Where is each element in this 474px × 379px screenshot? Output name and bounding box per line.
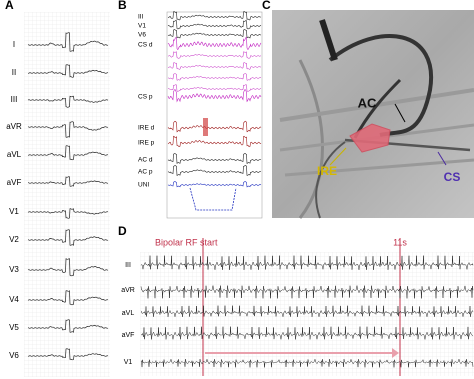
trace [167, 20, 262, 30]
trace [27, 32, 109, 52]
label: AC p [138, 169, 153, 176]
label: aVF [122, 332, 135, 339]
trace [28, 176, 109, 187]
trace [27, 348, 109, 361]
label: aVL [7, 150, 22, 159]
label: 11s [393, 237, 407, 247]
label: aVR [6, 122, 22, 131]
label: C [262, 0, 271, 12]
label: Bipolar RF start [155, 237, 218, 247]
label: aVR [121, 287, 135, 294]
trace [167, 51, 262, 59]
label: AC [358, 95, 377, 110]
trace [167, 120, 262, 133]
label: V4 [9, 295, 19, 304]
label: I [13, 40, 15, 49]
trace [167, 181, 262, 188]
trace [167, 11, 262, 21]
trace [167, 62, 261, 70]
label: V6 [138, 32, 146, 39]
label: III [138, 14, 144, 21]
trace [167, 89, 262, 103]
trace [167, 165, 262, 176]
label: B [118, 0, 127, 12]
trace [27, 258, 109, 277]
label: UNI [138, 182, 149, 189]
label: II [12, 68, 16, 77]
label: V3 [9, 265, 19, 274]
label: III [125, 262, 131, 269]
trace [140, 285, 474, 299]
fluoro-image [272, 10, 474, 218]
rf-arrow [205, 348, 399, 358]
trace [167, 37, 262, 50]
label: CS [444, 170, 461, 184]
label: aVL [122, 310, 135, 317]
ecg-paper [24, 12, 110, 377]
label: III [11, 95, 18, 104]
label: aVF [7, 178, 22, 187]
trace [140, 255, 474, 270]
trace [140, 305, 474, 317]
label: V1 [138, 23, 146, 30]
label: V1 [124, 359, 133, 366]
rf-marker [203, 118, 208, 136]
fluoro-structures [279, 19, 474, 219]
trace [28, 64, 108, 78]
trace [27, 290, 109, 306]
label: IRE d [138, 125, 155, 132]
label: V2 [9, 235, 19, 244]
trace [27, 95, 109, 108]
label: A [5, 0, 14, 12]
label: CS p [138, 94, 153, 101]
label: V1 [9, 207, 19, 216]
label: V5 [9, 323, 19, 332]
label: IRE [317, 164, 337, 178]
ecg-paper [140, 252, 474, 376]
egm-box [166, 11, 263, 219]
trace [167, 135, 262, 148]
trace [140, 358, 474, 368]
trace [27, 145, 109, 161]
label: CS d [138, 42, 153, 49]
label: IRE p [138, 140, 155, 147]
label: V6 [9, 351, 19, 360]
label: D [118, 224, 127, 238]
trace [167, 29, 262, 39]
trace [27, 319, 109, 333]
uni-dip [189, 187, 237, 211]
trace [167, 153, 262, 164]
trace [27, 229, 109, 246]
label: AC d [138, 157, 153, 164]
trace [167, 84, 262, 92]
trace [27, 208, 109, 219]
trace [140, 326, 474, 340]
trace [167, 73, 262, 81]
trace [27, 121, 109, 138]
